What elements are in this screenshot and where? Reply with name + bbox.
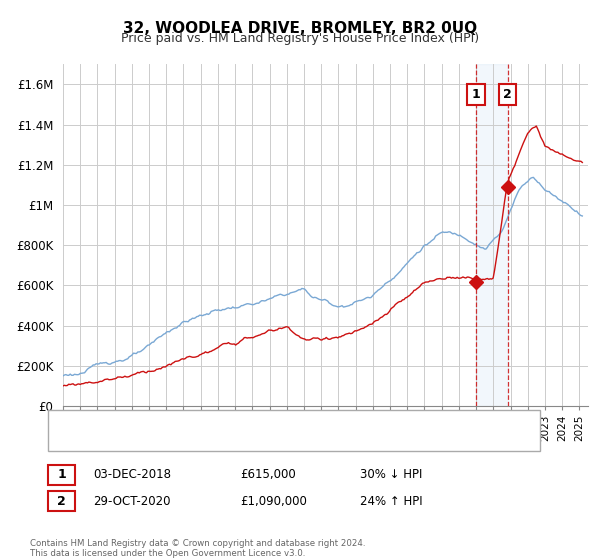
Text: 2: 2	[503, 88, 512, 101]
Bar	[476, 64, 508, 406]
Text: 2: 2	[57, 494, 66, 508]
Text: 1: 1	[57, 468, 66, 482]
Text: Price paid vs. HM Land Registry's House Price Index (HPI): Price paid vs. HM Land Registry's House …	[121, 32, 479, 45]
Text: HPI: Average price, detached house, Bromley: HPI: Average price, detached house, Brom…	[87, 437, 340, 447]
Text: 1: 1	[472, 88, 481, 101]
Text: 24% ↑ HPI: 24% ↑ HPI	[360, 494, 422, 508]
Text: ——: ——	[55, 436, 80, 449]
Text: 32, WOODLEA DRIVE, BROMLEY, BR2 0UQ: 32, WOODLEA DRIVE, BROMLEY, BR2 0UQ	[123, 21, 477, 36]
Text: 32, WOODLEA DRIVE, BROMLEY, BR2 0UQ (detached house): 32, WOODLEA DRIVE, BROMLEY, BR2 0UQ (det…	[87, 417, 423, 427]
Text: ——: ——	[55, 416, 80, 428]
Text: 30% ↓ HPI: 30% ↓ HPI	[360, 468, 422, 482]
Text: 03-DEC-2018: 03-DEC-2018	[93, 468, 171, 482]
Text: Contains HM Land Registry data © Crown copyright and database right 2024.
This d: Contains HM Land Registry data © Crown c…	[30, 539, 365, 558]
Text: £615,000: £615,000	[240, 468, 296, 482]
Text: 29-OCT-2020: 29-OCT-2020	[93, 494, 170, 508]
Text: £1,090,000: £1,090,000	[240, 494, 307, 508]
